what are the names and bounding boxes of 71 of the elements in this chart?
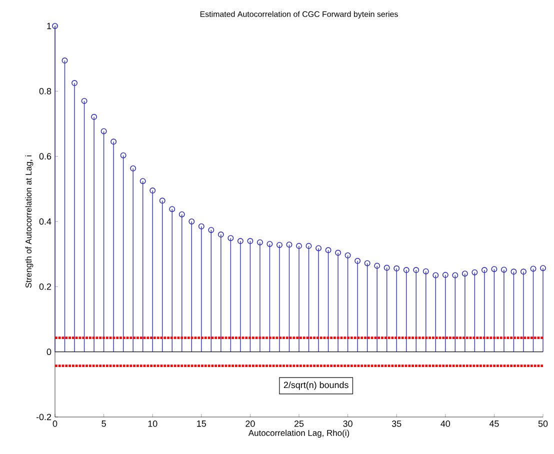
- y-tick-label: 0.8: [39, 88, 52, 94]
- point: [52, 23, 58, 29]
- point: [481, 267, 488, 274]
- x-tick-label: 50: [538, 420, 548, 427]
- point: [364, 260, 370, 266]
- point: [276, 242, 282, 248]
- point: [394, 265, 400, 272]
- point: [218, 232, 224, 238]
- x-tick-label: 15: [197, 420, 206, 427]
- point: [530, 266, 536, 272]
- y-tick-label: 0.4: [39, 218, 52, 225]
- point: [413, 267, 420, 274]
- point: [72, 80, 78, 86]
- x-axis-title: Autocorrelation Lag, Rho(i): [248, 430, 350, 438]
- point: [374, 262, 380, 269]
- point: [159, 198, 166, 204]
- point: [178, 211, 185, 218]
- x-tick-label: 10: [148, 420, 158, 427]
- point: [91, 114, 98, 120]
- point: [384, 264, 390, 271]
- x-tick-label: 40: [440, 420, 450, 427]
- point: [403, 267, 410, 274]
- point: [110, 138, 117, 145]
- point: [344, 252, 351, 258]
- x-tick-label: 0: [52, 420, 58, 427]
- point: [266, 240, 273, 247]
- point: [316, 245, 322, 252]
- x-tick-label: 25: [294, 420, 304, 427]
- x-tick-label: 35: [392, 420, 402, 427]
- y-tick-label: 1: [47, 22, 52, 30]
- y-tick-label: -0.2: [36, 414, 52, 420]
- point: [188, 218, 195, 224]
- point: [296, 242, 302, 249]
- point: [247, 238, 254, 244]
- point: [198, 223, 204, 230]
- point: [208, 226, 214, 233]
- annotation: 2/sqrt(n) bounds: [284, 382, 348, 390]
- y-tick-label: 0.6: [39, 153, 52, 160]
- point: [62, 58, 68, 64]
- point: [422, 268, 429, 274]
- point: [228, 235, 234, 242]
- point: [325, 247, 332, 254]
- point: [169, 206, 176, 212]
- point: [442, 272, 448, 278]
- x-tick-label: 5: [102, 420, 106, 427]
- point: [237, 238, 244, 244]
- point: [354, 258, 361, 264]
- point: [452, 272, 458, 278]
- point: [130, 165, 136, 172]
- x-tick-label: 20: [246, 420, 255, 427]
- y-tick-label: 0.2: [39, 283, 52, 290]
- point: [520, 268, 526, 275]
- point: [432, 272, 439, 278]
- x-tick-label: 45: [489, 420, 499, 427]
- point: [335, 250, 342, 256]
- point: [491, 266, 498, 272]
- point: [500, 266, 507, 273]
- point: [100, 128, 107, 134]
- point: [510, 268, 517, 275]
- point: [120, 152, 126, 158]
- x-tick-label: 30: [343, 420, 352, 427]
- point: [140, 178, 146, 184]
- y-axis-title: Strength of Autocorrelation at Lag, i: [25, 155, 34, 288]
- point: [81, 98, 88, 104]
- point: [256, 239, 263, 246]
- point: [306, 242, 312, 249]
- point: [462, 270, 468, 277]
- point: [286, 242, 292, 248]
- point: [472, 269, 478, 276]
- point: [150, 188, 156, 194]
- y-tick-label: 0: [46, 348, 52, 356]
